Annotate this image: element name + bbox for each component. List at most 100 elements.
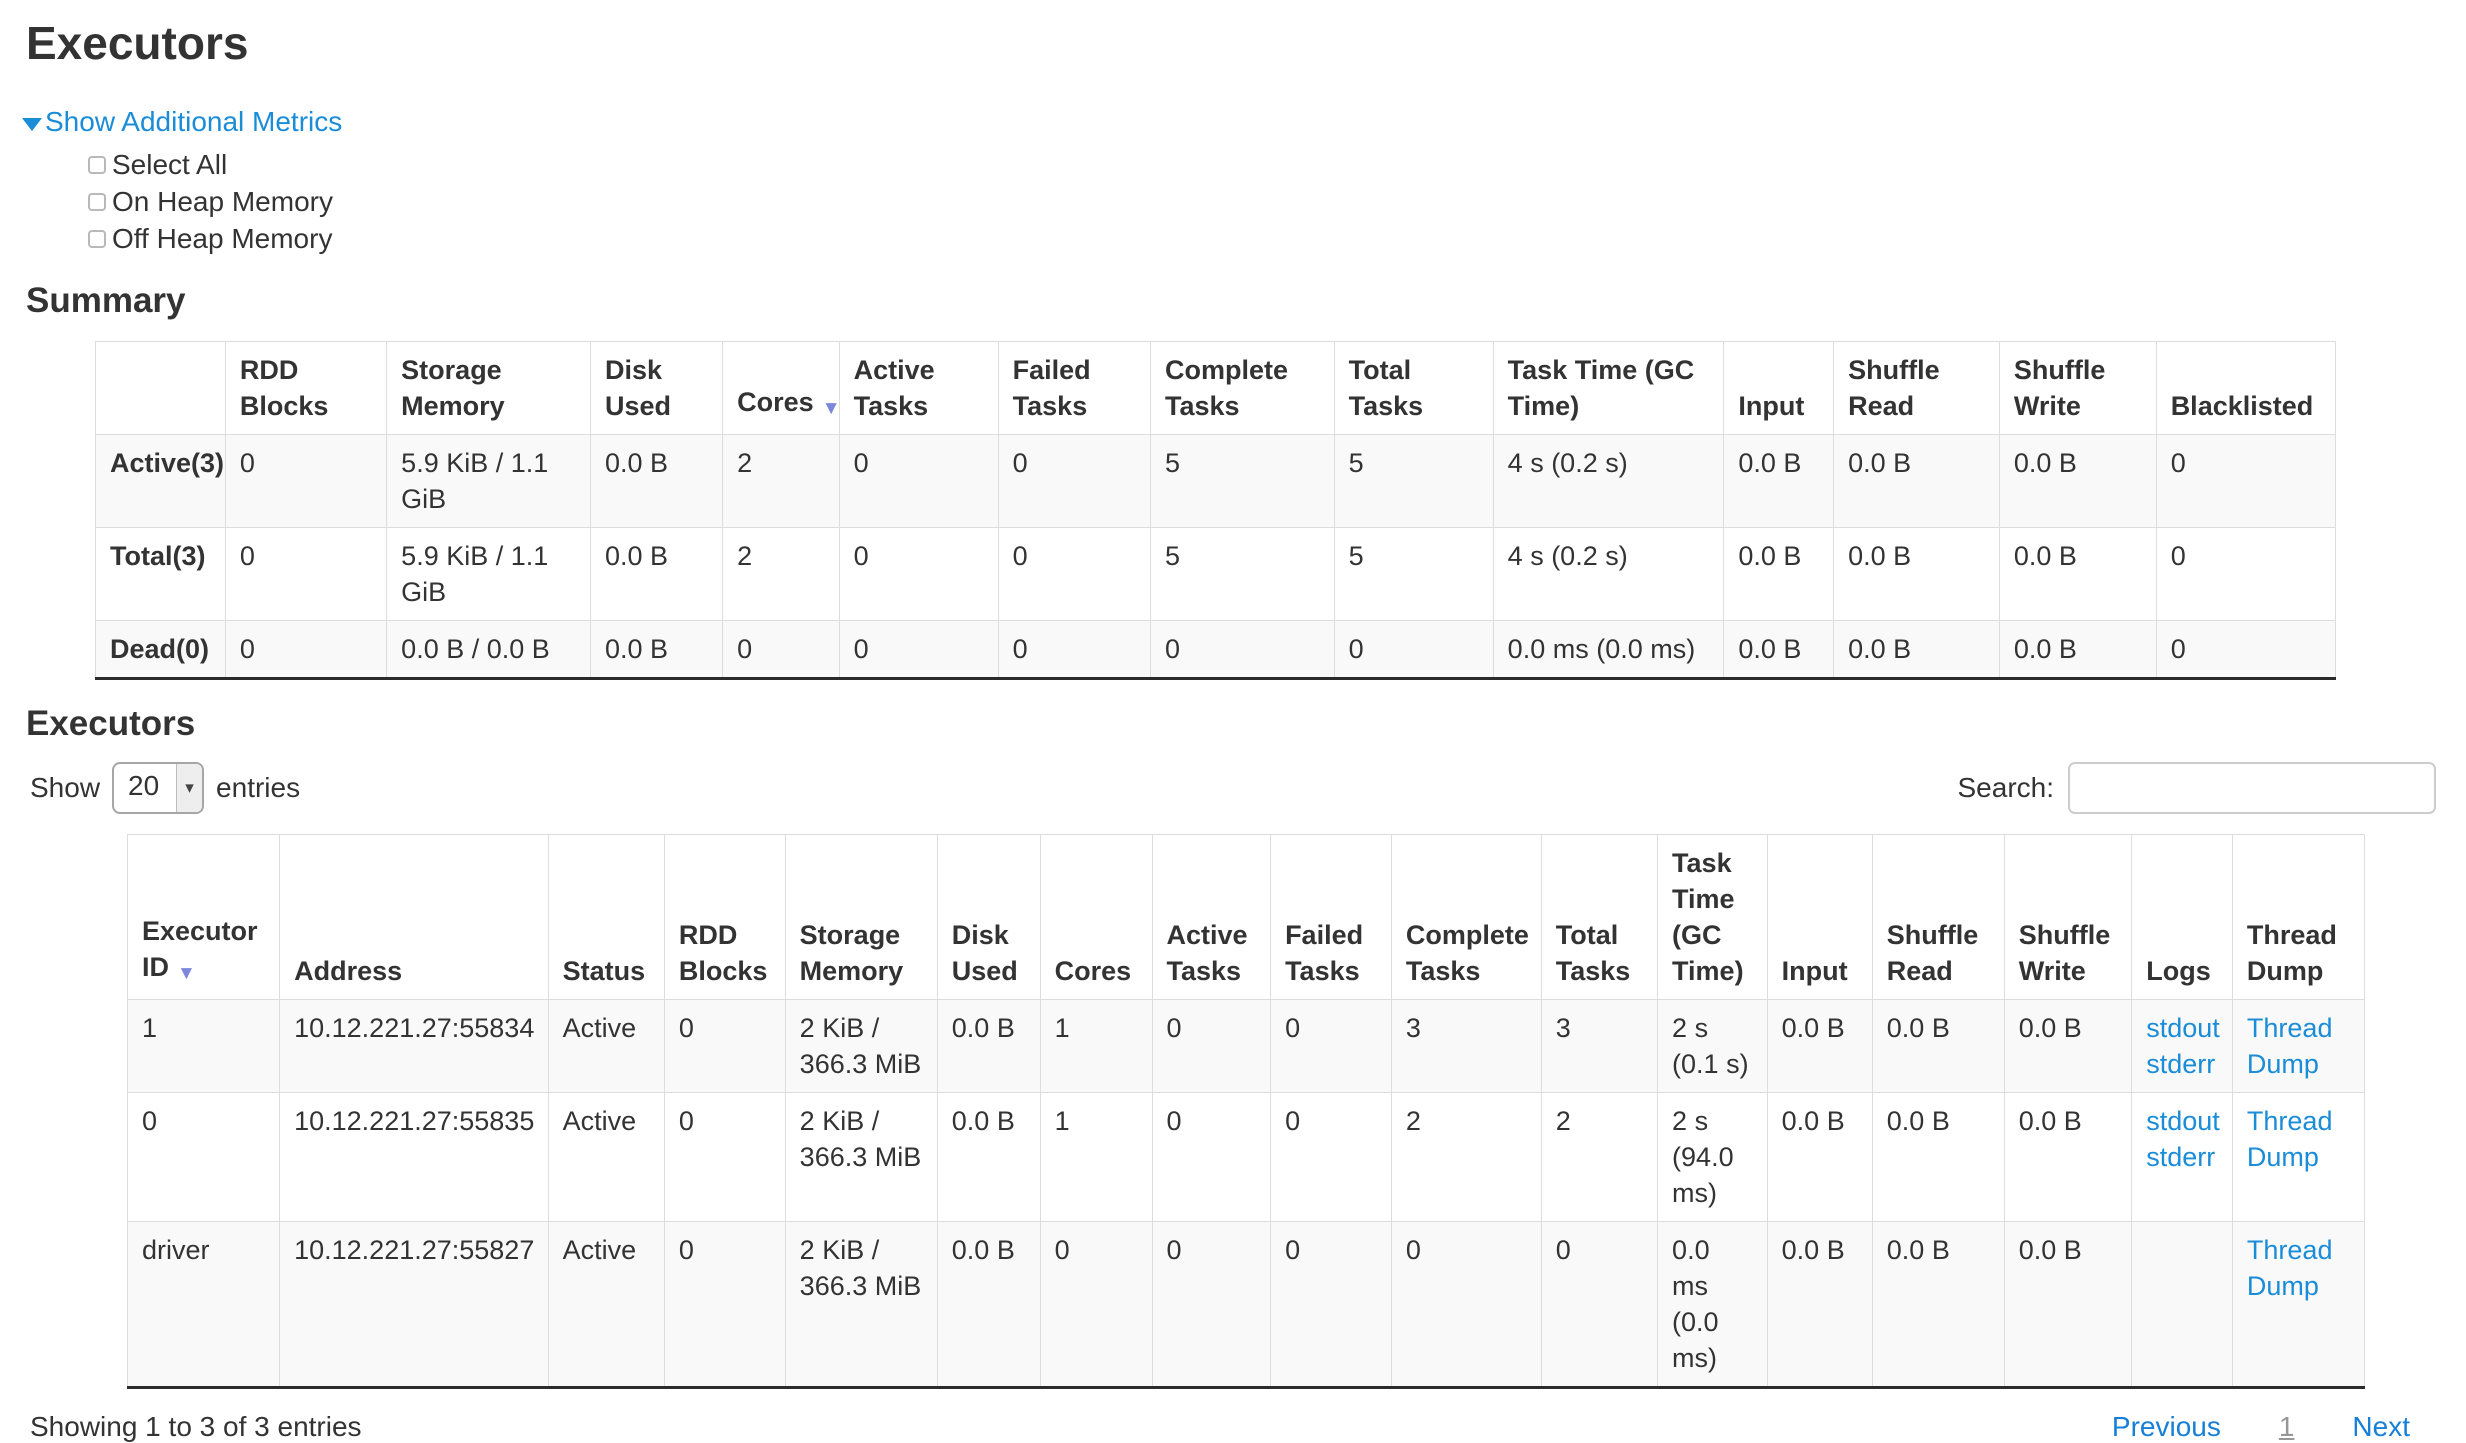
col-header-task-time-gc-time[interactable]: Task Time (GC Time) (1657, 834, 1768, 1000)
checkbox-label: Off Heap Memory (112, 222, 333, 254)
table-cell: 0 (838, 620, 999, 679)
table-cell: 0 (2155, 620, 2337, 679)
col-header-total-tasks[interactable]: Total Tasks (1333, 341, 1494, 435)
col-header-rdd-blocks[interactable]: RDD Blocks (663, 834, 786, 1000)
col-header-label: Cores (1054, 956, 1132, 986)
col-header-blank[interactable] (95, 341, 226, 435)
stdout-link[interactable]: stdout (2146, 1013, 2220, 1043)
table-cell: 0.0 B (1833, 527, 2000, 621)
stdout-link[interactable]: stdout (2146, 1106, 2220, 1136)
col-header-task-time-gc-time[interactable]: Task Time (GC Time) (1492, 341, 1725, 435)
col-header-label: Active Tasks (1166, 920, 1248, 986)
pagination-previous[interactable]: Previous (2111, 1411, 2221, 1442)
table-cell: 0 (663, 999, 786, 1093)
table-cell: 10.12.221.27:55835 (279, 1092, 549, 1222)
col-header-executor-id[interactable]: Executor ID ▼ (126, 834, 281, 1000)
entries-select-value: 20 (128, 770, 160, 801)
table-cell: 5 (1149, 434, 1335, 528)
table-cell: 10.12.221.27:55834 (279, 999, 549, 1093)
summary-table: RDD Blocks Storage Memory Disk Used Cores ▼ A… (95, 341, 2337, 680)
col-header-label: Complete Tasks (1405, 920, 1529, 986)
thread-dump-link[interactable]: Thread Dump (2246, 1013, 2333, 1079)
col-header-failed-tasks[interactable]: Failed Tasks (997, 341, 1151, 435)
table-cell: 2 KiB / 366.3 MiB (784, 1221, 938, 1388)
thread-dump-cell: Thread Dump (2231, 1221, 2366, 1388)
col-header-complete-tasks[interactable]: Complete Tasks (1149, 341, 1335, 435)
thread-dump-cell: Thread Dump (2231, 999, 2366, 1093)
table-cell: 0 (1270, 1221, 1392, 1388)
table-cell: 0 (722, 620, 840, 679)
col-header-shuffle-write[interactable]: Shuffle Write (1998, 341, 2157, 435)
col-header-failed-tasks[interactable]: Failed Tasks (1270, 834, 1392, 1000)
col-header-active-tasks[interactable]: Active Tasks (838, 341, 999, 435)
executors-table: Executor ID ▼ Address Status RDD Blocks Stora… (126, 834, 2366, 1389)
col-header-input[interactable]: Input (1766, 834, 1873, 1000)
table-cell: 0 (1151, 1092, 1272, 1222)
table-cell: 2 KiB / 366.3 MiB (784, 999, 938, 1093)
entries-label: entries (216, 772, 301, 803)
show-additional-metrics-link[interactable]: Show Additional Metrics (22, 104, 342, 140)
col-header-cores[interactable]: Cores ▼ (722, 341, 840, 435)
search-input[interactable] (2068, 762, 2436, 814)
table-cell: 1 (1039, 1092, 1153, 1222)
col-header-logs[interactable]: Logs (2131, 834, 2233, 1000)
col-header-complete-tasks[interactable]: Complete Tasks (1390, 834, 1542, 1000)
col-header-label: Cores (737, 387, 814, 417)
col-header-shuffle-write[interactable]: Shuffle Write (2003, 834, 2133, 1000)
col-header-label: Address (294, 956, 403, 986)
table-cell: 0.0 B (2003, 1221, 2133, 1388)
table-cell: 0.0 B (1723, 620, 1835, 679)
checkbox-select-all[interactable] (88, 155, 106, 174)
table-cell: 3 (1540, 999, 1659, 1093)
page-title: Executors (26, 17, 249, 69)
col-header-input[interactable]: Input (1723, 341, 1835, 435)
col-header-cores[interactable]: Cores (1039, 834, 1153, 1000)
entries-select[interactable]: 20 ▾ (112, 762, 205, 814)
checkbox-row-select-all: Select All (88, 146, 2466, 183)
table-cell: 0 (838, 434, 999, 528)
col-header-disk-used[interactable]: Disk Used (589, 341, 724, 435)
pagination-next[interactable]: Next (2352, 1411, 2410, 1442)
checkbox-on-heap-memory[interactable] (88, 192, 106, 211)
col-header-total-tasks[interactable]: Total Tasks (1540, 834, 1659, 1000)
col-header-status[interactable]: Status (547, 834, 665, 1000)
table-cell: driver (126, 1221, 281, 1388)
col-header-label: Storage Memory (401, 355, 505, 421)
table-cell: 0.0 B (1766, 1092, 1873, 1222)
col-header-rdd-blocks[interactable]: RDD Blocks (224, 341, 388, 435)
col-header-storage-memory[interactable]: Storage Memory (386, 341, 591, 435)
col-header-active-tasks[interactable]: Active Tasks (1151, 834, 1272, 1000)
summary-heading: Summary (26, 281, 186, 320)
col-header-shuffle-read[interactable]: Shuffle Read (1871, 834, 2005, 1000)
table-cell: 0 (1270, 1092, 1392, 1222)
table-cell: Active (547, 999, 665, 1093)
table-cell: 0.0 B (1766, 999, 1873, 1093)
thread-dump-link[interactable]: Thread Dump (2246, 1235, 2333, 1301)
table-cell: 5.9 KiB / 1.1 GiB (386, 527, 591, 621)
additional-metrics-panel: Show Additional Metrics Select All On Hea… (22, 104, 2466, 257)
col-header-label: Total Tasks (1348, 355, 1424, 421)
pagination-page-1[interactable]: 1 (2278, 1411, 2295, 1442)
table-cell: 0.0 B (1871, 1221, 2005, 1388)
row-label: Dead(0) (95, 620, 226, 679)
pagination: Previous 1 Next (2112, 1411, 2410, 1443)
row-label: Active(3) (95, 434, 226, 528)
col-header-address[interactable]: Address (279, 834, 549, 1000)
col-header-storage-memory[interactable]: Storage Memory (784, 834, 938, 1000)
stderr-link[interactable]: stderr (2146, 1049, 2216, 1079)
col-header-shuffle-read[interactable]: Shuffle Read (1833, 341, 2000, 435)
stderr-link[interactable]: stderr (2146, 1142, 2216, 1172)
table-cell: 0 (1270, 999, 1392, 1093)
col-header-label: Shuffle Read (1848, 355, 1940, 421)
checkbox-off-heap-memory[interactable] (88, 229, 106, 248)
col-header-label: Task Time (GC Time) (1507, 355, 1695, 421)
col-header-thread-dump[interactable]: Thread Dump (2231, 834, 2366, 1000)
entries-info: Showing 1 to 3 of 3 entries (30, 1411, 362, 1442)
thread-dump-link[interactable]: Thread Dump (2246, 1106, 2333, 1172)
col-header-blacklisted[interactable]: Blacklisted (2155, 341, 2337, 435)
chevron-down-icon: ▾ (176, 764, 203, 812)
col-header-label: Logs (2146, 956, 2211, 986)
col-header-disk-used[interactable]: Disk Used (936, 834, 1041, 1000)
